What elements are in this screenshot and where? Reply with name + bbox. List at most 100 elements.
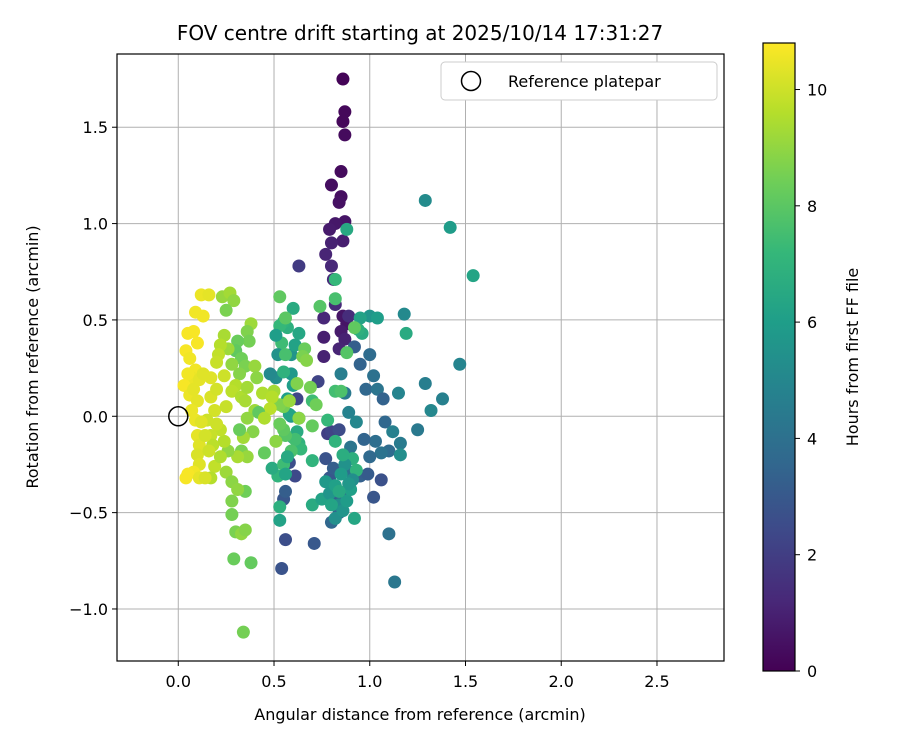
data-point [361, 467, 375, 481]
data-point [399, 326, 413, 340]
data-point [242, 334, 256, 348]
data-point [196, 367, 210, 381]
data-point [338, 105, 352, 119]
data-point [370, 311, 384, 325]
data-point [273, 513, 287, 527]
data-point [317, 330, 331, 344]
data-point [336, 72, 350, 86]
data-point [213, 450, 227, 464]
data-point [233, 423, 247, 437]
data-point [202, 444, 216, 458]
data-point [317, 350, 331, 364]
data-point [369, 434, 383, 448]
data-point [338, 332, 352, 346]
data-point [263, 367, 277, 381]
data-point [334, 165, 348, 179]
data-point [418, 377, 432, 391]
legend-box [440, 61, 718, 101]
data-point [210, 355, 224, 369]
data-point [436, 392, 450, 406]
data-point [370, 382, 384, 396]
data-point [342, 405, 356, 419]
data-point [466, 269, 480, 283]
data-point [342, 477, 356, 491]
data-point [340, 346, 354, 360]
data-point [225, 494, 239, 508]
data-point [187, 324, 201, 338]
data-point [190, 394, 204, 408]
x-axis-ticks: 0.0 0.5 1.0 1.5 2.0 2.5 [166, 661, 670, 691]
colorbar: 0 2 4 6 8 10 Hours from first FF file [762, 42, 862, 681]
y-tick-label: 0.5 [83, 311, 108, 330]
data-point [208, 459, 222, 473]
data-point [277, 365, 291, 379]
data-point [347, 511, 361, 525]
y-tick-label: 0.0 [83, 407, 108, 426]
colorbar-ticks: 0 2 4 6 8 10 [795, 81, 827, 681]
data-point [338, 128, 352, 142]
data-point [324, 498, 338, 512]
data-point [233, 367, 247, 381]
data-point [453, 357, 467, 371]
data-point [317, 311, 331, 325]
data-point [213, 338, 227, 352]
data-point [336, 448, 350, 462]
data-point [386, 425, 400, 439]
data-point [248, 359, 262, 373]
data-point [340, 494, 354, 508]
data-point [418, 193, 432, 207]
data-point [305, 454, 319, 468]
data-point [263, 402, 277, 416]
data-point [353, 357, 367, 371]
data-point [231, 334, 245, 348]
data-point [391, 386, 405, 400]
data-point [290, 377, 304, 391]
data-point [336, 114, 350, 128]
data-point [367, 369, 381, 383]
y-tick-label: −1.0 [69, 600, 108, 619]
data-point [328, 272, 342, 286]
data-point [443, 220, 457, 234]
data-point [238, 523, 252, 537]
data-point [227, 294, 241, 308]
data-point [219, 400, 233, 414]
legend-marker-icon [460, 70, 482, 92]
data-point [324, 178, 338, 192]
colorbar-tick-label: 10 [807, 81, 827, 100]
data-point [190, 336, 204, 350]
data-point [334, 467, 348, 481]
data-point [300, 353, 314, 367]
data-point [332, 484, 346, 498]
colorbar-tick-label: 6 [807, 313, 817, 332]
data-point [303, 380, 317, 394]
data-point [342, 309, 356, 323]
data-point [194, 415, 208, 429]
data-point [202, 288, 216, 302]
data-point [336, 234, 350, 248]
data-point [225, 384, 239, 398]
colorbar-label: Hours from first FF file [843, 268, 862, 447]
plot-area-frame [116, 53, 725, 662]
data-point [257, 446, 271, 460]
data-point [393, 436, 407, 450]
grid-lines [117, 54, 724, 661]
reference-platepar-marker [168, 406, 189, 427]
data-point [225, 508, 239, 522]
data-point [219, 303, 233, 317]
data-point [307, 536, 321, 550]
data-point [240, 450, 254, 464]
y-tick-label: −0.5 [69, 504, 108, 523]
data-point [363, 348, 377, 362]
data-point [324, 259, 338, 273]
y-axis-ticks: −1.0 −0.5 0.0 0.5 1.0 1.5 [69, 118, 117, 619]
data-point [321, 413, 335, 427]
colorbar-gradient [762, 42, 796, 672]
data-point [347, 321, 361, 335]
data-point [269, 328, 283, 342]
colorbar-tick-label: 8 [807, 197, 817, 216]
data-point [231, 482, 245, 496]
y-tick-label: 1.0 [83, 215, 108, 234]
y-tick-label: 1.5 [83, 118, 108, 137]
data-point [378, 415, 392, 429]
data-point [217, 369, 231, 383]
